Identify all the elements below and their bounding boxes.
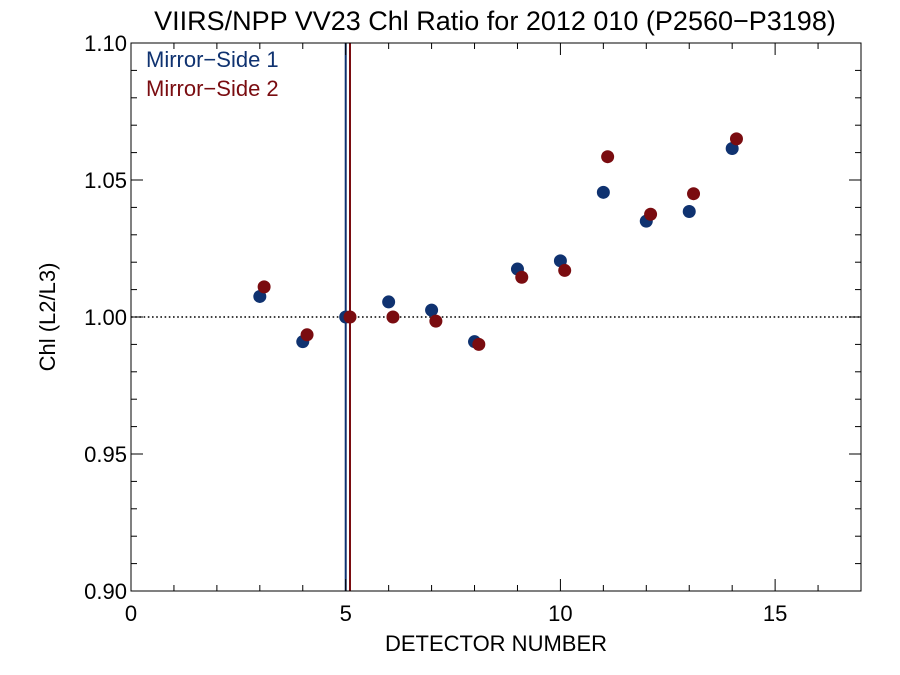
plot-area	[131, 43, 861, 591]
x-axis-label: DETECTOR NUMBER	[385, 631, 607, 656]
y-tick-label: 0.90	[84, 579, 127, 604]
point-series-1	[382, 295, 396, 309]
point-series-1	[425, 303, 439, 317]
legend-entry-mirror-side-1: Mirror−Side 1	[146, 47, 279, 72]
point-series-2	[343, 310, 357, 324]
y-tick-label: 1.00	[84, 305, 127, 330]
point-series-2	[515, 270, 529, 284]
legend: Mirror−Side 1 Mirror−Side 2	[146, 47, 279, 101]
point-series-2	[601, 150, 615, 164]
chart-title: VIIRS/NPP VV23 Chl Ratio for 2012 010 (P…	[154, 6, 836, 36]
x-tick-label: 10	[548, 601, 572, 626]
point-series-2	[257, 280, 271, 294]
point-series-2	[729, 132, 743, 146]
point-series-2	[300, 328, 314, 342]
x-tick-label: 5	[340, 601, 352, 626]
axis-ticks: 0 5 10 15 0.90 0.95 1.00 1.05 1.10	[84, 31, 861, 626]
x-tick-label: 0	[125, 601, 137, 626]
legend-entry-mirror-side-2: Mirror−Side 2	[146, 76, 279, 101]
y-tick-label: 1.05	[84, 168, 127, 193]
point-series-2	[472, 337, 486, 351]
x-tick-label: 15	[763, 601, 787, 626]
point-series-1	[596, 185, 610, 199]
point-series-2	[558, 263, 572, 277]
point-series-2	[386, 310, 400, 324]
y-axis-label: Chl (L2/L3)	[35, 263, 60, 372]
y-tick-label: 1.10	[84, 31, 127, 56]
y-tick-label: 0.95	[84, 442, 127, 467]
point-series-2	[644, 207, 658, 221]
point-series-2	[429, 314, 443, 328]
point-series-2	[687, 187, 701, 201]
point-series-1	[682, 205, 696, 219]
